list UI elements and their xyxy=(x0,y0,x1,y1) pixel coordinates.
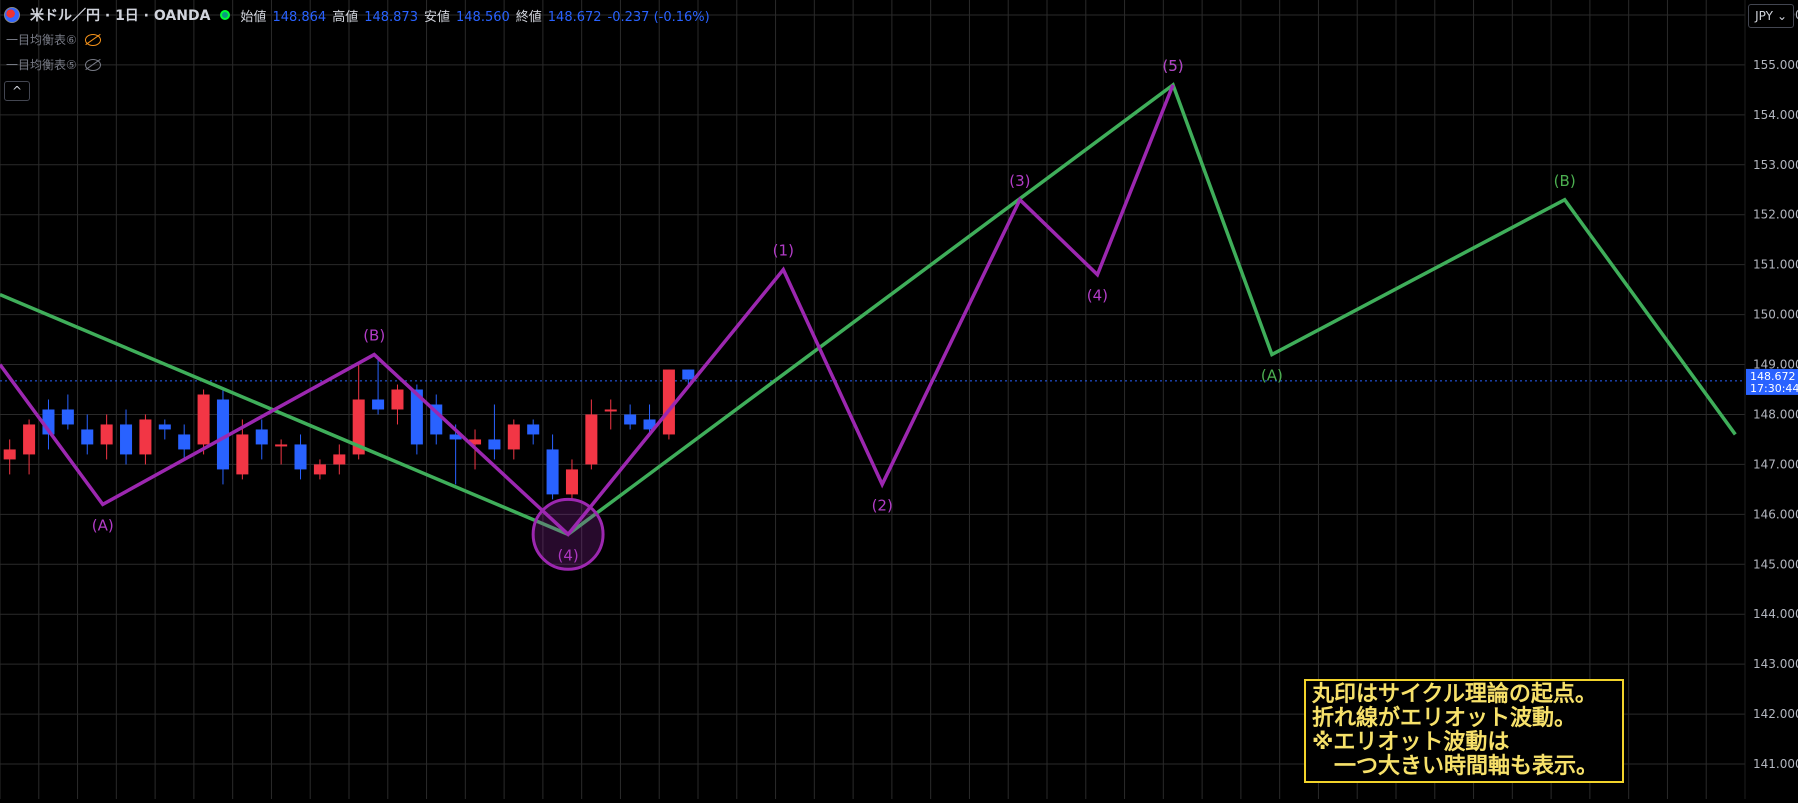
candle-body xyxy=(643,419,656,430)
y-tick-label: 152.000 xyxy=(1753,208,1798,222)
candle-body xyxy=(527,424,540,435)
candle-body xyxy=(158,424,171,430)
current-price-tag xyxy=(1746,368,1798,395)
candle-body xyxy=(352,399,365,455)
elliott-wave-purple xyxy=(0,84,1175,537)
y-tick-label: 147.000 xyxy=(1753,457,1798,471)
indicator-label: 一目均衡表⑤ xyxy=(6,58,77,72)
wave-label: (5) xyxy=(1162,57,1183,75)
wave-label: (B) xyxy=(1554,172,1576,190)
candle-body xyxy=(372,399,385,410)
low-label: 安値 xyxy=(423,9,450,25)
candle-body xyxy=(469,439,482,445)
current-price-label: 148.672 xyxy=(1750,370,1796,383)
candle-body xyxy=(61,409,74,425)
usdjpy-flag-icon xyxy=(4,7,20,23)
candle-body xyxy=(139,419,152,455)
elliott-wave-green xyxy=(0,82,1737,537)
candle-body xyxy=(565,469,578,495)
indicator-row-ichimoku-5[interactable]: 一目均衡表⑤ xyxy=(6,56,101,73)
candle-body xyxy=(216,399,229,470)
y-tick-label: 150.000 xyxy=(1753,308,1798,322)
y-tick-label: 146.000 xyxy=(1753,507,1798,521)
close-value: 148.672 xyxy=(547,9,602,25)
note-line: 丸印はサイクル理論の起点。 xyxy=(1312,682,1597,707)
ohlc-readout: 始値 148.864 高値 148.873 安値 148.560 終値 148.… xyxy=(240,6,709,25)
candle-body xyxy=(585,414,598,465)
high-label: 高値 xyxy=(332,9,359,25)
y-tick-label: 153.000 xyxy=(1753,158,1798,172)
wave-label: (4) xyxy=(557,546,578,564)
change-value: -0.237 (-0.16%) xyxy=(607,9,710,25)
candle-body xyxy=(100,424,113,445)
hidden-eye-icon[interactable] xyxy=(84,33,101,46)
symbol-title[interactable]: 米ドル／円 · 1日 · OANDA xyxy=(30,8,211,24)
candle-body xyxy=(236,434,249,475)
countdown-label: 17:30:44 xyxy=(1750,382,1798,395)
candle-body xyxy=(275,444,288,447)
candle-body xyxy=(391,389,404,410)
candle-body xyxy=(507,424,520,450)
y-tick-label: 141.000 xyxy=(1753,757,1798,771)
wave-label: (5) xyxy=(1162,57,1183,75)
y-tick-label: 149.000 xyxy=(1753,358,1798,372)
open-value: 148.864 xyxy=(272,9,327,25)
indicator-row-ichimoku-6[interactable]: 一目均衡表⑥ xyxy=(6,31,101,48)
candle-body xyxy=(410,389,423,445)
candle-body xyxy=(197,394,210,445)
y-tick-label: 154.000 xyxy=(1753,108,1798,122)
y-tick-label: 145.000 xyxy=(1753,557,1798,571)
wave-label: (3) xyxy=(1009,172,1030,190)
y-tick-label: 148.000 xyxy=(1753,407,1798,421)
annotation-note: 丸印はサイクル理論の起点。 折れ線がエリオット波動。 ※エリオット波動は 一つ大… xyxy=(1304,679,1624,783)
candle-body xyxy=(23,424,36,455)
indicator-label: 一目均衡表⑥ xyxy=(6,33,77,47)
wave-label: (2) xyxy=(872,496,893,514)
wave-label: (4) xyxy=(1087,287,1108,305)
cycle-start-circle xyxy=(531,497,605,571)
candle-body xyxy=(120,424,133,455)
candle-body xyxy=(488,439,501,450)
candle-body xyxy=(178,434,191,450)
candle-body xyxy=(81,429,94,445)
chevron-down-icon: ⌄ xyxy=(1776,9,1787,23)
chart-header: 米ドル／円 · 1日 · OANDA 始値 148.864 高値 148.873… xyxy=(0,0,710,30)
high-value: 148.873 xyxy=(364,9,418,25)
currency-label: JPY xyxy=(1755,9,1773,23)
candle-body xyxy=(604,409,617,412)
wave-label: (1) xyxy=(773,242,794,260)
wave-label: (A) xyxy=(92,516,114,534)
candle-body xyxy=(430,404,443,435)
note-line: ※エリオット波動は xyxy=(1312,730,1510,755)
wave-label: (A) xyxy=(1261,367,1283,385)
close-label: 終値 xyxy=(515,9,542,25)
candle-body xyxy=(313,464,326,475)
open-label: 始値 xyxy=(240,9,267,25)
y-tick-label: 142.000 xyxy=(1753,707,1798,721)
y-tick-label: 144.000 xyxy=(1753,607,1798,621)
candle-body xyxy=(3,449,16,460)
candle-body xyxy=(546,449,559,495)
candle-body xyxy=(662,369,675,435)
candle-body xyxy=(255,429,268,445)
y-tick-label: 143.000 xyxy=(1753,657,1798,671)
note-line: 折れ線がエリオット波動。 xyxy=(1312,706,1577,731)
market-status-icon xyxy=(220,10,231,20)
candle-body xyxy=(333,454,346,465)
candle-body xyxy=(682,369,695,380)
low-value: 148.560 xyxy=(456,9,510,25)
y-tick-label: 151.000 xyxy=(1753,258,1798,272)
candle-body xyxy=(624,414,637,425)
note-line: 一つ大きい時間軸も表示。 xyxy=(1312,754,1599,779)
hidden-eye-icon[interactable] xyxy=(84,58,101,71)
candle-body xyxy=(294,444,307,470)
y-tick-label: 155.000 xyxy=(1753,58,1798,72)
candle-body xyxy=(449,434,462,440)
collapse-indicators-button[interactable]: ^ xyxy=(4,81,30,101)
currency-selector[interactable]: JPY ⌄ xyxy=(1748,4,1794,28)
wave-label: (B) xyxy=(363,327,385,345)
